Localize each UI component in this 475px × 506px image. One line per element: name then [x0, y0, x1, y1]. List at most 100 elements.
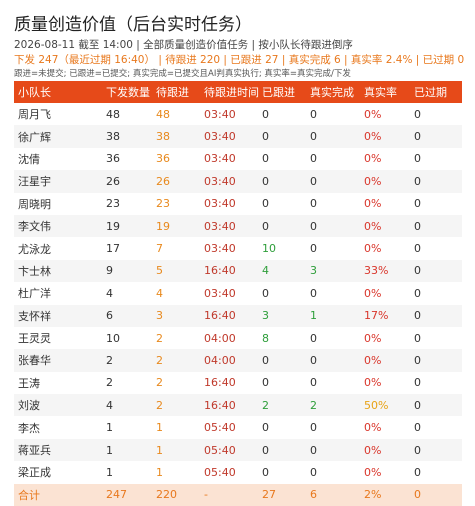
table-row: 周月飞 48 48 03:40 0 0 0% 0 — [14, 103, 462, 125]
cell: 0 — [414, 398, 421, 412]
cell: 0% — [364, 421, 382, 435]
cell: 3 — [310, 264, 317, 278]
cell: 0 — [262, 152, 269, 166]
column-header: 真实完成 — [310, 86, 354, 99]
cell: 03:40 — [204, 219, 236, 233]
summary: 下发 247（最近过期 16:40） | 待跟进 220 | 已跟进 27 | … — [14, 54, 465, 66]
cell: 0% — [364, 242, 382, 256]
cell: 2 — [262, 398, 269, 412]
cell: 0 — [310, 197, 317, 211]
column-header: 待跟进 — [156, 86, 189, 99]
cell: 0% — [364, 353, 382, 367]
table-row: 尤泳龙 17 7 03:40 10 0 0% 0 — [14, 237, 462, 259]
cell: 23 — [106, 197, 120, 211]
cell: 0 — [414, 376, 421, 390]
cell: 0 — [310, 174, 317, 188]
table-row: 蒋亚兵 1 1 05:40 0 0 0% 0 — [14, 438, 462, 462]
cell: 33% — [364, 264, 389, 278]
cell: 0 — [310, 376, 317, 390]
cell: 李杰 — [18, 421, 40, 435]
cell: 0% — [364, 286, 382, 300]
cell: 王涛 — [18, 376, 40, 390]
cell: 0% — [364, 331, 382, 345]
table-row: 杜广洋 4 4 03:40 0 0 0% 0 — [14, 282, 462, 304]
cell: 9 — [106, 264, 113, 278]
cell: 0 — [414, 465, 421, 479]
cell: 6 — [310, 488, 317, 502]
cell: 19 — [106, 219, 120, 233]
cell: 0 — [414, 421, 421, 435]
cell: 19 — [156, 219, 170, 233]
cell: 0 — [262, 286, 269, 300]
cell: 04:00 — [204, 353, 236, 367]
cell: 0 — [414, 130, 421, 144]
cell: 0 — [262, 421, 269, 435]
cell: 10 — [106, 331, 120, 345]
cell: 0% — [364, 465, 382, 479]
cell: 杜广洋 — [18, 287, 51, 301]
cell: 0% — [364, 443, 382, 457]
cell: 梁正成 — [18, 466, 51, 480]
cell: 04:00 — [204, 331, 236, 345]
cell: 0 — [310, 242, 317, 256]
cell: 李文伟 — [18, 220, 51, 234]
cell: 2 — [106, 353, 113, 367]
table-row: 李文伟 19 19 03:40 0 0 0% 0 — [14, 214, 462, 238]
cell: 0 — [414, 197, 421, 211]
cell: 0 — [414, 174, 421, 188]
header-row: 小队长 下发数量 待跟进 待跟进时间 已跟进 真实完成 真实率 已过期 — [14, 81, 462, 103]
cell: 6 — [106, 309, 113, 323]
cell: 0 — [414, 152, 421, 166]
cell: 0 — [310, 443, 317, 457]
cell: 2% — [364, 488, 382, 502]
cell: 0 — [310, 286, 317, 300]
cell: 2 — [310, 398, 317, 412]
cell: 3 — [156, 309, 163, 323]
cell: 1 — [156, 421, 163, 435]
table-row: 汪星宇 26 26 03:40 0 0 0% 0 — [14, 170, 462, 193]
cell: 支怀祥 — [18, 309, 51, 323]
table-row: 沈倩 36 36 03:40 0 0 0% 0 — [14, 148, 462, 170]
subtitle: 2026-08-11 截至 14:00 | 全部质量创造价值任务 | 按小队长待… — [14, 39, 353, 51]
table: 小队长 下发数量 待跟进 待跟进时间 已跟进 真实完成 真实率 已过期 周月飞 48 48 03:40… — [14, 81, 462, 506]
table-row: 王涛 2 2 16:40 0 0 0% 0 — [14, 372, 462, 394]
cell: 0 — [310, 152, 317, 166]
title: 质量创造价值（后台实时任务） — [14, 15, 252, 35]
cell: 0% — [364, 174, 382, 188]
cell: 0 — [262, 443, 269, 457]
cell: 1 — [156, 443, 163, 457]
cell: 4 — [106, 286, 113, 300]
cell: 38 — [106, 130, 120, 144]
column-header: 待跟进时间 — [204, 86, 259, 99]
cell: 26 — [106, 174, 120, 188]
cell: 尤泳龙 — [18, 242, 51, 256]
cell: 48 — [156, 107, 170, 121]
cell: 10 — [262, 242, 276, 256]
cell: 0 — [262, 219, 269, 233]
cell: 3 — [262, 309, 269, 323]
cell: 1 — [106, 465, 113, 479]
cell: 0 — [262, 465, 269, 479]
cell: 0 — [414, 242, 421, 256]
cell: 17% — [364, 309, 389, 323]
cell: 0 — [414, 107, 421, 121]
cell: 27 — [262, 488, 276, 502]
cell: 0 — [414, 488, 421, 502]
table-row: 李杰 1 1 05:40 0 0 0% 0 — [14, 416, 462, 438]
cell: 0 — [262, 174, 269, 188]
cell: 03:40 — [204, 286, 236, 300]
cell: 0% — [364, 219, 382, 233]
cell: 周晓明 — [18, 197, 51, 211]
cell: 2 — [156, 376, 163, 390]
cell: 23 — [156, 197, 170, 211]
cell: 1 — [106, 443, 113, 457]
cell: 26 — [156, 174, 170, 188]
cell: 0 — [310, 219, 317, 233]
cell: 刘波 — [18, 399, 40, 413]
cell: 2 — [156, 398, 163, 412]
cell: 03:40 — [204, 174, 236, 188]
cell: 合计 — [18, 488, 40, 502]
cell: 16:40 — [204, 309, 236, 323]
cell: 0 — [310, 465, 317, 479]
